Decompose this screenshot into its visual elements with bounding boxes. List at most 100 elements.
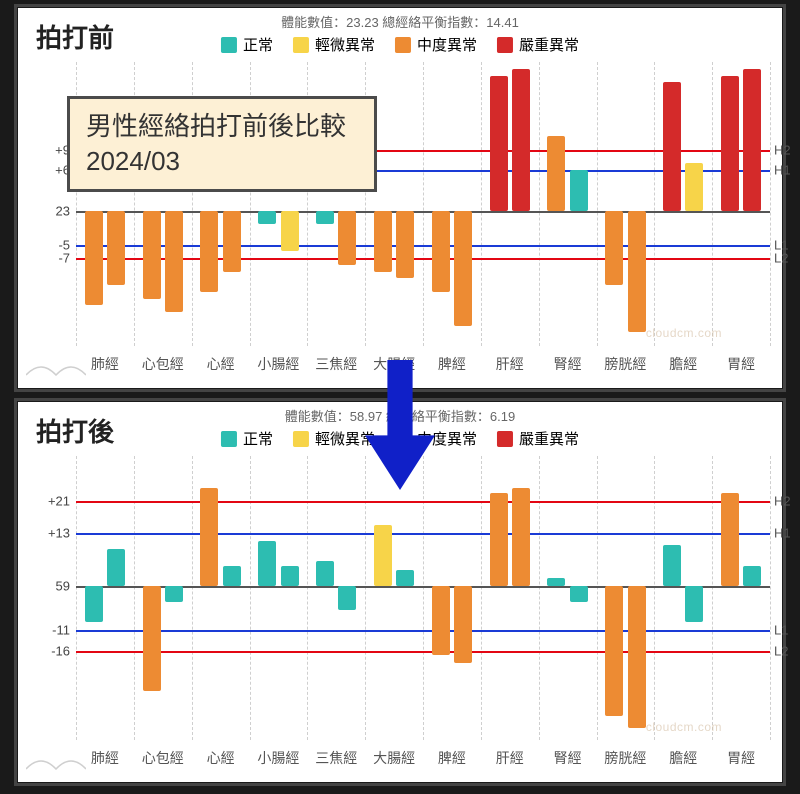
x-label: 胃經: [727, 740, 755, 768]
bar: [85, 586, 103, 623]
overlay-title: 男性經絡拍打前後比較 2024/03: [67, 96, 377, 192]
right-label: H2: [770, 142, 791, 157]
legend-item: 中度異常: [395, 34, 477, 55]
bar: [85, 211, 103, 306]
bar: [316, 561, 334, 585]
bar: [490, 493, 508, 586]
grid-v: [597, 62, 598, 346]
x-label: 肺經: [91, 740, 119, 768]
right-label: H1: [770, 163, 791, 178]
grid-v: [712, 456, 713, 740]
grid-v: [712, 62, 713, 346]
bar: [374, 211, 392, 272]
bar: [432, 211, 450, 292]
baseline-label: 23: [56, 203, 76, 218]
grid-v: [654, 62, 655, 346]
right-label: L2: [770, 643, 788, 658]
bar: [605, 586, 623, 716]
bar: [143, 586, 161, 691]
legend-swatch: [497, 37, 513, 53]
x-label: 肝經: [496, 346, 524, 374]
panel-before: 體能數值：23.23 總經絡平衡指數：14.41拍打前正常輕微異常中度異常嚴重異…: [18, 8, 782, 388]
bar: [223, 211, 241, 272]
bar: [338, 211, 356, 265]
bar: [721, 76, 739, 211]
bar: [223, 566, 241, 586]
bar: [258, 541, 276, 586]
legend-swatch: [395, 37, 411, 53]
legend-swatch: [293, 37, 309, 53]
legend-item: 輕微異常: [293, 34, 375, 55]
legend-item: 正常: [221, 34, 273, 55]
x-label: 心包經: [142, 740, 184, 768]
bar: [547, 136, 565, 210]
x-label: 腎經: [554, 740, 582, 768]
x-label: 肺經: [91, 346, 119, 374]
bar: [316, 211, 334, 225]
bar: [685, 586, 703, 623]
legend-item: 正常: [221, 428, 273, 449]
y-label: -16: [51, 643, 76, 658]
grid-v: [539, 456, 540, 740]
right-label: L1: [770, 623, 788, 638]
x-label: 三焦經: [315, 346, 357, 374]
grid-v: [365, 456, 366, 740]
x-label: 心包經: [142, 346, 184, 374]
ref-line: [76, 501, 770, 503]
y-label: -11: [52, 623, 76, 638]
panel-label-before: 拍打前: [36, 18, 114, 55]
bar: [512, 69, 530, 211]
x-label: 脾經: [438, 740, 466, 768]
legend-label: 正常: [243, 34, 273, 55]
bar: [396, 211, 414, 279]
bar: [570, 170, 588, 211]
bar: [165, 211, 183, 312]
bar: [663, 545, 681, 586]
y-label: +21: [48, 493, 76, 508]
grid-v: [539, 62, 540, 346]
watermark: cloudcm.com: [646, 720, 722, 734]
x-label: 大腸經: [373, 740, 415, 768]
x-label: 肝經: [496, 740, 524, 768]
bar: [628, 586, 646, 728]
right-label: H1: [770, 526, 791, 541]
bar: [663, 82, 681, 210]
grid-v: [481, 456, 482, 740]
bar: [743, 69, 761, 211]
panel-label-after: 拍打後: [36, 412, 114, 449]
legend-swatch: [221, 37, 237, 53]
bar: [490, 76, 508, 211]
y-label: +13: [48, 526, 76, 541]
grid-v: [76, 456, 77, 740]
bar: [547, 578, 565, 586]
ref-line: [76, 533, 770, 535]
bar: [396, 570, 414, 586]
y-label: -7: [58, 251, 76, 266]
legend-label: 中度異常: [417, 34, 477, 55]
legend-label: 嚴重異常: [519, 428, 579, 449]
grid-v: [423, 456, 424, 740]
bar: [628, 211, 646, 333]
bar: [165, 586, 183, 602]
bar: [338, 586, 356, 610]
grid-v: [192, 456, 193, 740]
watermark: cloudcm.com: [646, 326, 722, 340]
x-label: 膽經: [669, 740, 697, 768]
x-label: 小腸經: [257, 740, 299, 768]
grid-v: [770, 62, 771, 346]
bar: [281, 211, 299, 252]
grid-v: [134, 456, 135, 740]
right-label: H2: [770, 493, 791, 508]
ref-line: [76, 651, 770, 653]
legend-label: 輕微異常: [315, 34, 375, 55]
bar: [512, 488, 530, 585]
bar: [454, 211, 472, 326]
x-label: 膽經: [669, 346, 697, 374]
legend-before: 正常 輕微異常 中度異常嚴重異常: [221, 34, 579, 55]
legend-item: 嚴重異常: [497, 34, 579, 55]
curve-icon: [26, 751, 86, 776]
legend-item: 輕微異常: [293, 428, 375, 449]
bar: [200, 211, 218, 292]
bar: [281, 566, 299, 586]
legend-swatch: [221, 431, 237, 447]
